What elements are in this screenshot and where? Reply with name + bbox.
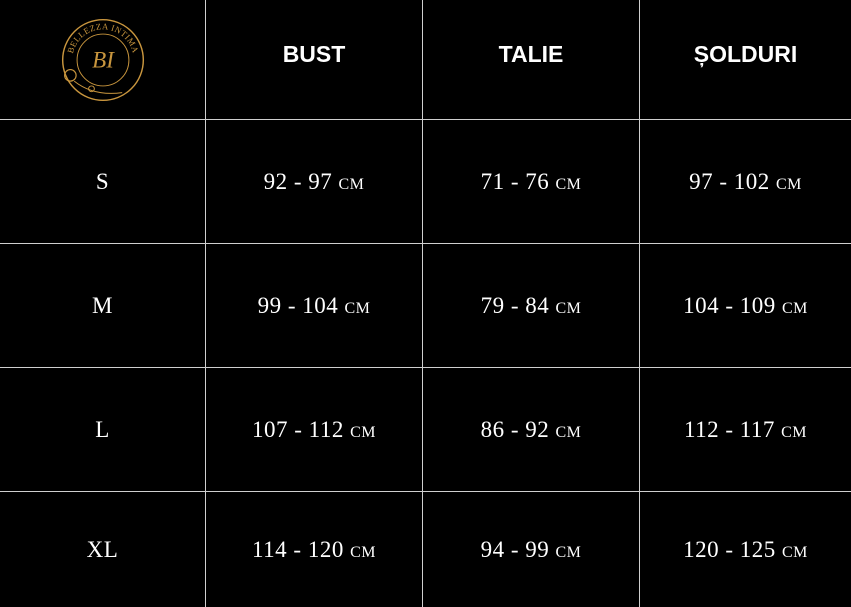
size-label: L: [0, 368, 206, 492]
logo-cell: BELLEZZA INTIMA BI: [0, 0, 206, 120]
bust-value: 99 - 104 cm: [206, 244, 423, 368]
bust-value: 92 - 97 cm: [206, 120, 423, 244]
size-label: XL: [0, 492, 206, 607]
column-header-talie: TALIE: [423, 0, 640, 120]
svg-text:BI: BI: [92, 46, 115, 72]
size-label: S: [0, 120, 206, 244]
column-header-bust: BUST: [206, 0, 423, 120]
size-label: M: [0, 244, 206, 368]
solduri-value: 97 - 102 cm: [640, 120, 851, 244]
bellezza-intima-logo: BELLEZZA INTIMA BI: [61, 18, 144, 101]
bust-value: 107 - 112 cm: [206, 368, 423, 492]
talie-value: 94 - 99 cm: [423, 492, 640, 607]
talie-value: 86 - 92 cm: [423, 368, 640, 492]
solduri-value: 120 - 125 cm: [683, 536, 808, 562]
bust-value: 114 - 120 cm: [206, 492, 423, 607]
talie-value: 71 - 76 cm: [423, 120, 640, 244]
column-header-solduri: ȘOLDURI: [640, 0, 851, 120]
solduri-value: 104 - 109 cm: [640, 244, 851, 368]
talie-value: 79 - 84 cm: [423, 244, 640, 368]
solduri-value: 112 - 117 cm: [640, 368, 851, 492]
